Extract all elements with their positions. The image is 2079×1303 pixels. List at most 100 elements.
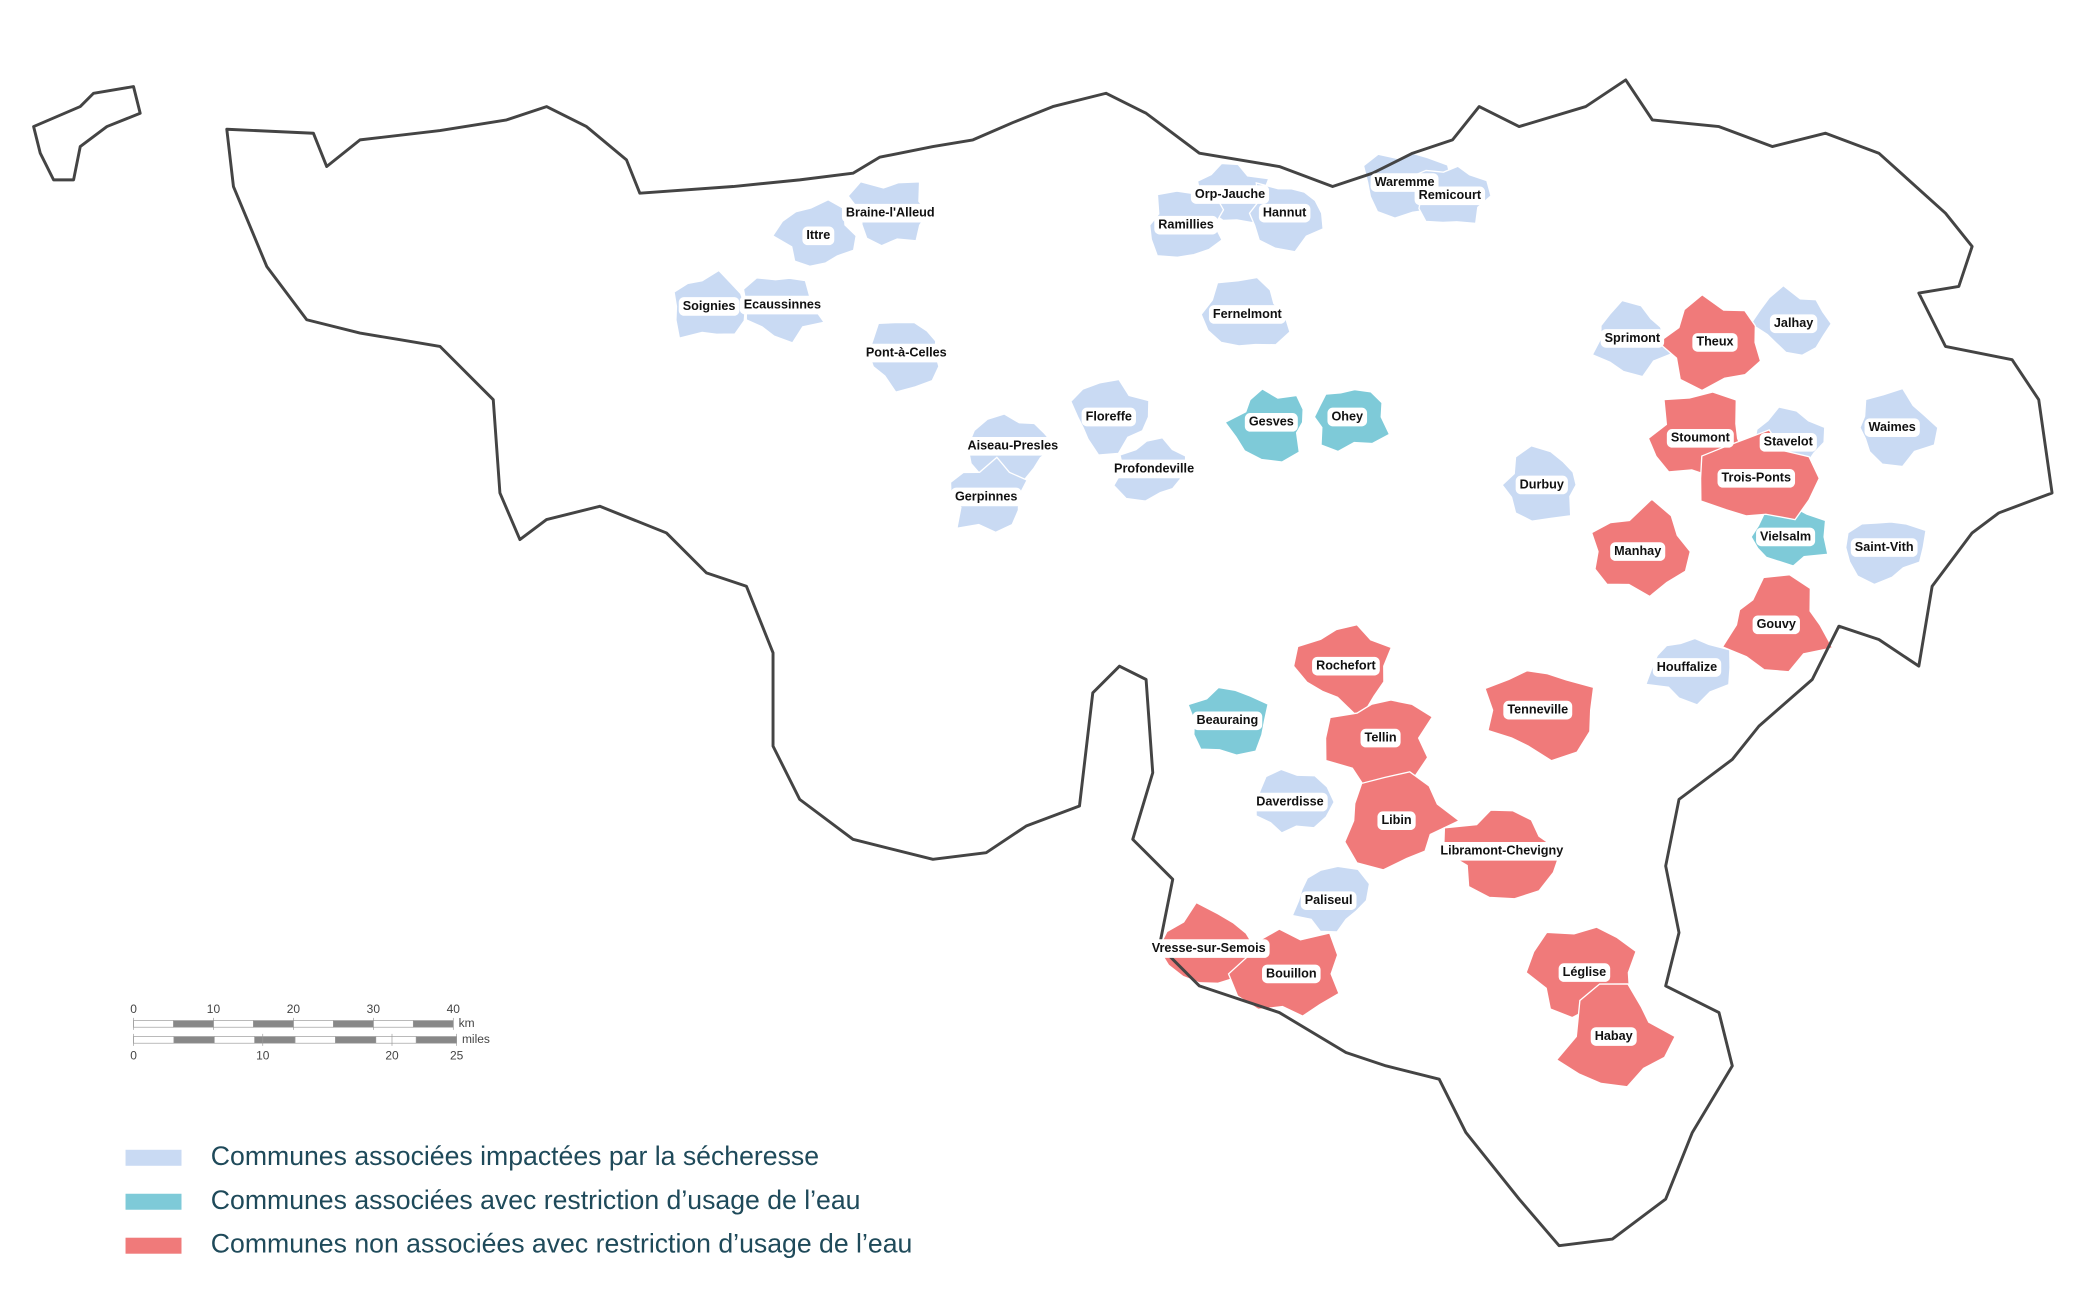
commune-label: Houffalize <box>1657 660 1717 674</box>
scale-tick-label: 25 <box>450 1049 464 1063</box>
scale-unit: km <box>459 1016 475 1030</box>
commune-label: Orp-Jauche <box>1195 187 1265 201</box>
scale-segment <box>133 1036 175 1044</box>
scale-segment <box>293 1020 334 1028</box>
scale-segment <box>254 1036 296 1044</box>
commune-label: Vielsalm <box>1760 529 1811 543</box>
scale-tick-label: 0 <box>130 1002 137 1016</box>
scale-tick-label: 30 <box>367 1002 381 1016</box>
scale-segment <box>335 1036 377 1044</box>
commune-label: Jalhay <box>1774 316 1813 330</box>
commune-label: Aiseau-Presles <box>968 439 1059 453</box>
label-box <box>1244 413 1298 432</box>
legend-label: Communes non associées avec restriction … <box>211 1229 913 1259</box>
label-box <box>1717 468 1796 488</box>
label-box <box>1081 407 1136 427</box>
label-box <box>1769 314 1818 334</box>
legend-swatch <box>125 1149 182 1166</box>
commune-label: Gouvy <box>1757 617 1796 631</box>
label-box <box>1610 542 1666 561</box>
commune-labels: Ittre Braine-l'Alleud Soignies Ecaussinnes P… <box>678 173 1920 1046</box>
label-box <box>1312 656 1380 676</box>
scale-segment <box>294 1036 336 1044</box>
label-box <box>1300 891 1357 910</box>
commune-label: Ramillies <box>1158 218 1214 232</box>
commune-label: Floreffe <box>1086 409 1132 423</box>
label-box <box>1692 333 1738 352</box>
label-box <box>1590 1027 1637 1046</box>
label-box <box>1752 615 1800 635</box>
label-box <box>1759 433 1817 452</box>
label-box <box>1850 538 1918 557</box>
label-box <box>1192 711 1263 731</box>
commune-label: Paliseul <box>1305 893 1353 907</box>
commune-label: Theux <box>1696 335 1733 349</box>
commune-label: Tenneville <box>1507 702 1568 716</box>
label-box <box>1327 407 1368 427</box>
commune-label: Stavelot <box>1764 435 1814 449</box>
label-box <box>861 343 951 363</box>
label-box <box>1147 939 1270 958</box>
commune-label: Libin <box>1381 813 1411 827</box>
commune-label: Hannut <box>1263 206 1307 220</box>
commune-label: Ecaussinnes <box>744 297 821 311</box>
scale-tick-label: 40 <box>447 1002 461 1016</box>
label-box <box>1154 215 1218 235</box>
label-box <box>802 226 835 246</box>
scale-segment <box>373 1020 414 1028</box>
label-box <box>1110 459 1199 479</box>
commune-label: Sprimont <box>1605 331 1661 345</box>
commune-label: Braine-l'Alleud <box>846 206 935 220</box>
label-box <box>1252 792 1328 812</box>
label-box <box>1208 305 1286 324</box>
commune-label: Stoumont <box>1671 431 1731 445</box>
label-box <box>1652 658 1722 677</box>
label-box <box>1666 429 1734 448</box>
scale-segment <box>375 1036 417 1044</box>
label-box <box>1436 842 1568 861</box>
commune-label: Libramont-Chevigny <box>1440 844 1563 858</box>
commune-label: Waremme <box>1375 175 1435 189</box>
legend: Communes associées impactées par la séch… <box>125 1141 913 1259</box>
label-box <box>1262 964 1321 984</box>
label-box <box>841 203 939 223</box>
label-box <box>950 487 1022 507</box>
commune-label: Waimes <box>1869 420 1916 434</box>
label-box <box>739 295 826 315</box>
commune-label: Bouillon <box>1266 966 1317 980</box>
commune-label: Remicourt <box>1419 188 1482 202</box>
scale-segment <box>412 1020 454 1028</box>
scale-segment <box>133 1020 174 1028</box>
label-box <box>1864 418 1920 437</box>
label-box <box>963 436 1063 456</box>
commune-label: Beauraing <box>1196 713 1258 727</box>
label-box <box>1360 728 1401 748</box>
label-box <box>678 297 740 316</box>
legend-swatch <box>125 1193 182 1210</box>
label-box <box>1600 329 1665 348</box>
commune-label: Fernelmont <box>1213 307 1283 321</box>
label-box <box>1377 811 1416 831</box>
label-box <box>1756 527 1816 547</box>
label-box <box>1515 475 1568 495</box>
scale-tick-label: 20 <box>385 1049 399 1063</box>
scale-unit: miles <box>462 1032 490 1046</box>
commune-label: Rochefort <box>1316 658 1376 672</box>
legend-label: Communes associées impactées par la séch… <box>211 1141 819 1171</box>
commune-label: Léglise <box>1563 965 1607 979</box>
scale-tick-label: 0 <box>130 1049 137 1063</box>
legend-swatch <box>125 1237 182 1254</box>
label-box <box>1503 700 1573 720</box>
scale-segment <box>253 1020 294 1028</box>
commune-label: Tellin <box>1365 730 1397 744</box>
commune-label: Gesves <box>1249 415 1294 429</box>
label-box <box>1414 186 1486 206</box>
commune-label: Saint-Vith <box>1855 540 1914 554</box>
scale-tick-label: 10 <box>256 1049 270 1063</box>
commune-label: Gerpinnes <box>955 489 1018 503</box>
enclave-outline <box>32 85 142 182</box>
scale-segment <box>415 1036 457 1044</box>
label-box <box>1258 203 1311 223</box>
